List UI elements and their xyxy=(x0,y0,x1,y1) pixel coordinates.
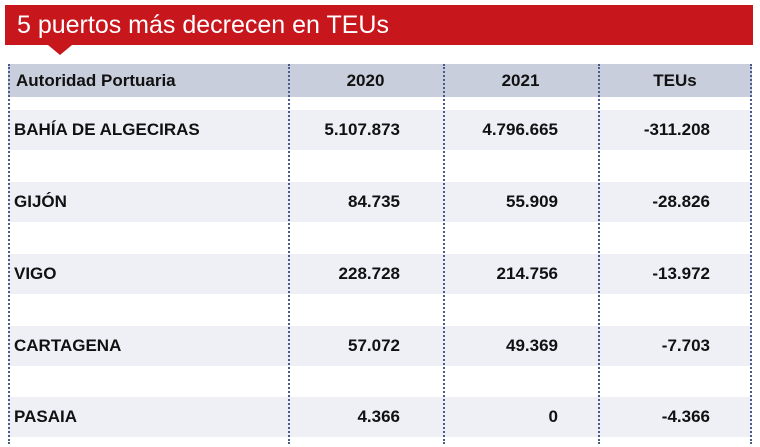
value-cell: -13.972 xyxy=(652,264,710,283)
value-cell: 228.728 xyxy=(338,264,400,283)
value-cell: 55.909 xyxy=(506,192,558,211)
port-name: CARTAGENA xyxy=(14,336,122,355)
column-header: 2021 xyxy=(501,71,540,90)
value-cell: -28.826 xyxy=(652,192,710,211)
value-cell: 4.796.665 xyxy=(482,120,558,139)
column-divider xyxy=(750,64,752,444)
column-divider xyxy=(598,64,600,444)
value-cell: 49.369 xyxy=(506,336,558,355)
column-header: TEUs xyxy=(653,71,697,90)
value-cell: 57.072 xyxy=(348,336,400,355)
value-cell: -311.208 xyxy=(643,120,710,139)
value-cell: 84.735 xyxy=(348,192,400,211)
header-row xyxy=(8,64,752,97)
port-name: VIGO xyxy=(14,264,57,283)
value-cell: 5.107.873 xyxy=(324,120,400,139)
title: 5 puertos más decrecen en TEUs xyxy=(17,11,389,39)
column-divider xyxy=(288,64,290,444)
table: Autoridad Portuaria 2020 2021 TEUs BAHÍA DE … xyxy=(8,64,752,444)
title-bar: 5 puertos más decrecen en TEUs xyxy=(5,5,753,45)
row-band xyxy=(8,110,752,150)
port-name: BAHÍA DE ALGECIRAS xyxy=(14,120,200,139)
value-cell: 4.366 xyxy=(357,407,400,426)
row-band xyxy=(8,254,752,294)
column-header: Autoridad Portuaria xyxy=(16,71,176,90)
value-cell: -7.703 xyxy=(661,336,710,355)
column-divider xyxy=(443,64,445,444)
column-header: 2020 xyxy=(346,71,385,90)
column-divider xyxy=(8,64,10,444)
title-pointer xyxy=(48,45,72,55)
row-band xyxy=(8,326,752,366)
port-name: GIJÓN xyxy=(14,192,67,211)
row-band xyxy=(8,182,752,222)
value-cell: 0 xyxy=(548,407,558,426)
value-cell: 214.756 xyxy=(496,264,558,283)
row-band xyxy=(8,397,752,437)
value-cell: -4.366 xyxy=(661,407,710,426)
port-name: PASAIA xyxy=(14,407,77,426)
